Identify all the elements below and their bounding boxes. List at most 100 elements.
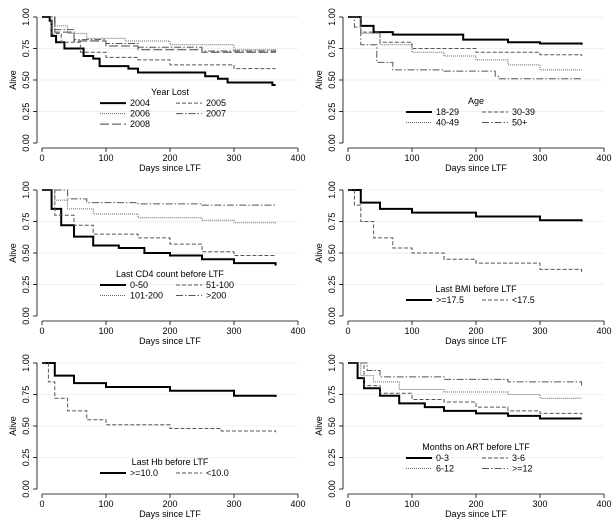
x-tick-label: 0 (345, 326, 350, 336)
legend-label: 0-50 (130, 280, 148, 290)
y-tick-label: 0.00 (21, 307, 31, 325)
legend-title: Age (468, 96, 484, 106)
x-tick-label: 400 (290, 153, 305, 163)
legend-label: >=12 (512, 463, 533, 473)
y-tick-label: 0.25 (327, 449, 337, 467)
x-tick-label: 400 (596, 499, 611, 509)
legend-label: 2005 (206, 98, 226, 108)
x-axis-label: Days since LTF (139, 509, 201, 519)
y-tick-label: 0.25 (21, 276, 31, 294)
x-tick-label: 300 (226, 499, 241, 509)
x-tick-label: 200 (468, 326, 483, 336)
x-tick-label: 400 (596, 153, 611, 163)
series-line-2004 (42, 16, 276, 87)
legend-label: >200 (206, 290, 226, 300)
y-tick-label: 0.75 (21, 40, 31, 58)
legend-label: 51-100 (206, 280, 234, 290)
y-tick-label: 0.00 (327, 307, 337, 325)
series-line-2006 (42, 16, 277, 52)
legend-title: Last Hb before LTF (132, 457, 209, 467)
x-tick-label: 200 (468, 499, 483, 509)
y-tick-label: 0.00 (21, 480, 31, 498)
series-line-2007 (42, 16, 277, 53)
x-tick-label: 400 (290, 499, 305, 509)
series-line-101-200 (42, 189, 277, 225)
y-tick-label: 0.50 (21, 244, 31, 262)
y-tick-label: 1.00 (21, 8, 31, 26)
legend-label: 0-3 (436, 453, 449, 463)
x-tick-label: 0 (345, 153, 350, 163)
survival-panel-4: 0.00 0.25 0.50 0.75 1.00 0 100 200 300 400 Days si… (8, 354, 306, 519)
x-tick-label: 100 (98, 326, 113, 336)
y-tick-label: 1.00 (327, 8, 337, 26)
series-line-0-50 (42, 189, 277, 266)
legend-label: 3-6 (512, 453, 525, 463)
x-tick-label: 0 (39, 326, 44, 336)
series-line-6-12 (348, 362, 582, 399)
legend-title: Year Lost (151, 87, 189, 97)
y-tick-label: 0.75 (21, 386, 31, 404)
legend-label: 2004 (130, 98, 150, 108)
survival-panel-5: 0.00 0.25 0.50 0.75 1.00 0 100 200 300 400 Days si… (314, 354, 612, 519)
y-axis-label: Alive (8, 416, 18, 436)
legend-label: <10.0 (206, 468, 229, 478)
series-line-0-3 (348, 362, 582, 420)
y-axis-label: Alive (8, 243, 18, 263)
y-tick-label: 0.25 (21, 103, 31, 121)
legend-label: <17.5 (512, 295, 535, 305)
y-tick-label: 0.75 (327, 213, 337, 231)
series-line-40-49 (348, 16, 582, 71)
legend-label: 2008 (130, 119, 150, 129)
legend-label: 30-39 (512, 107, 535, 117)
legend-label: 6-12 (436, 463, 454, 473)
x-tick-label: 200 (162, 499, 177, 509)
y-tick-label: 0.50 (327, 71, 337, 89)
series-line->=17.5 (348, 189, 583, 222)
x-tick-label: 200 (468, 153, 483, 163)
x-tick-label: 300 (532, 499, 547, 509)
legend-label: >=10.0 (130, 468, 158, 478)
legend-label: 40-49 (436, 117, 459, 127)
y-axis-label: Alive (8, 70, 18, 90)
series-line-2005 (42, 16, 276, 70)
series-line-51-100 (42, 189, 276, 257)
x-tick-label: 200 (162, 153, 177, 163)
legend-title: Last BMI before LTF (435, 284, 517, 294)
series-line-3-6 (348, 362, 583, 415)
legend-label: 2007 (206, 109, 226, 119)
y-axis-label: Alive (314, 70, 324, 90)
legend-title: Last CD4 count before LTF (116, 269, 224, 279)
survival-panel-2: 0.00 0.25 0.50 0.75 1.00 0 100 200 300 400 Days si… (8, 181, 306, 346)
x-tick-label: 100 (98, 153, 113, 163)
x-tick-label: 0 (39, 153, 44, 163)
y-tick-label: 0.75 (21, 213, 31, 231)
y-axis-label: Alive (314, 243, 324, 263)
x-tick-label: 100 (404, 499, 419, 509)
y-tick-label: 1.00 (327, 354, 337, 372)
y-tick-label: 0.25 (327, 276, 337, 294)
x-tick-label: 300 (532, 326, 547, 336)
x-tick-label: 100 (98, 499, 113, 509)
series-line-<17.5 (348, 189, 583, 272)
y-axis-label: Alive (314, 416, 324, 436)
x-tick-label: 200 (162, 326, 177, 336)
series-line->=10.0 (42, 362, 277, 398)
survival-panel-3: 0.00 0.25 0.50 0.75 1.00 0 100 200 300 400 Days si… (314, 181, 612, 346)
series-line->200 (42, 189, 277, 207)
series-line-18-29 (348, 16, 583, 45)
y-tick-label: 0.50 (327, 417, 337, 435)
y-tick-label: 0.25 (21, 449, 31, 467)
y-tick-label: 1.00 (327, 181, 337, 199)
x-axis-label: Days since LTF (445, 336, 507, 346)
series-line->=12 (348, 362, 583, 386)
y-tick-label: 0.00 (327, 480, 337, 498)
survival-panel-1: 0.00 0.25 0.50 0.75 1.00 0 100 200 300 400 Days si… (314, 8, 612, 173)
y-tick-label: 1.00 (21, 181, 31, 199)
series-line-<10.0 (42, 362, 277, 433)
legend-label: >=17.5 (436, 295, 464, 305)
y-tick-label: 0.25 (327, 103, 337, 121)
x-tick-label: 300 (226, 326, 241, 336)
y-tick-label: 0.00 (21, 134, 31, 152)
x-axis-label: Days since LTF (139, 336, 201, 346)
x-tick-label: 400 (596, 326, 611, 336)
